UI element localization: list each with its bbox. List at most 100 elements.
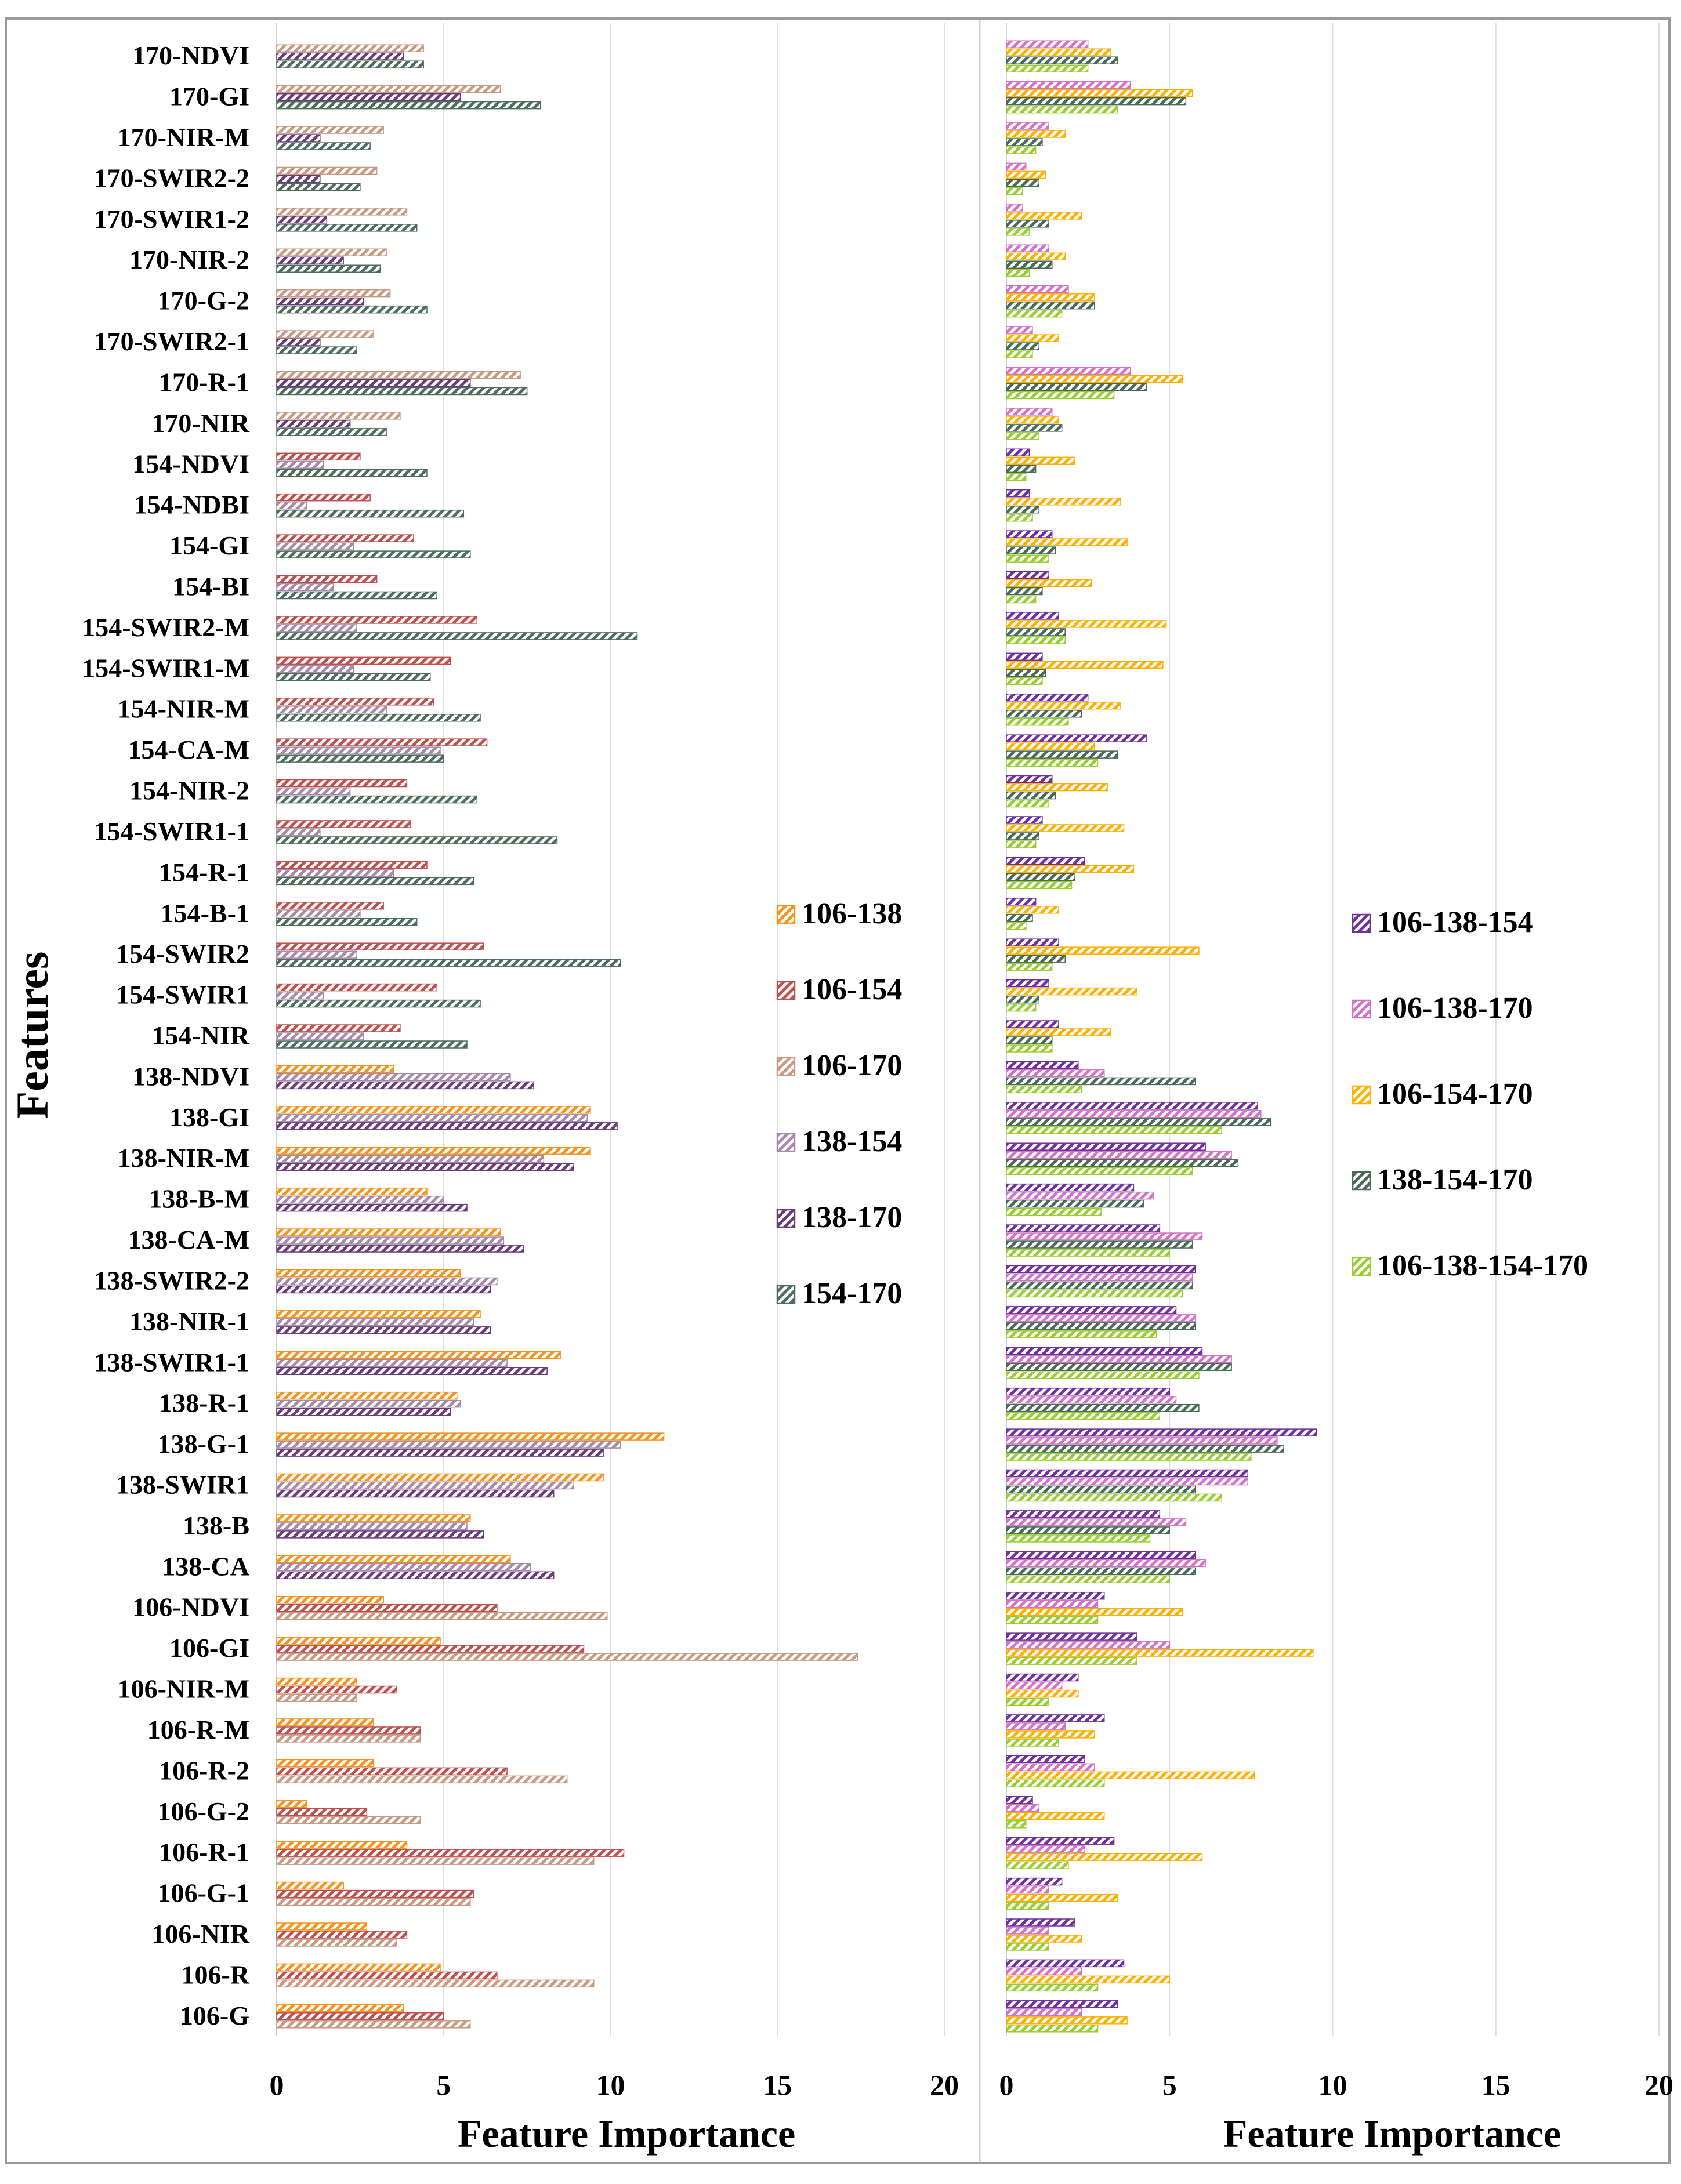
bar-106-138-170-138-ca-m xyxy=(1006,1232,1203,1240)
bar-106-170-170-nir-2 xyxy=(276,248,387,256)
bar-154-170-154-swir1-m xyxy=(276,673,431,681)
bar-138-170-170-gi xyxy=(276,93,461,101)
bar-106-138-154-170-106-r-1 xyxy=(1006,1861,1069,1869)
bar-106-138-170-106-g-1 xyxy=(1006,1885,1049,1894)
bar-106-138-154-170-106-gi xyxy=(1006,1657,1137,1665)
bar-106-138-154-170-106-nir-m xyxy=(1006,1697,1049,1706)
bar-106-138-154-170-138-nir-1 xyxy=(1006,1330,1157,1338)
bar-106-138-154-170-170-g-2 xyxy=(1006,309,1063,318)
category-label: 154-SWIR1-1 xyxy=(94,817,249,846)
legend-swatch xyxy=(776,1209,796,1228)
bar-154-170-154-swir1-1 xyxy=(276,836,558,844)
legend-label: 154-170 xyxy=(802,1277,902,1310)
bar-106-138-154-170-154-swir1-m xyxy=(1006,677,1043,685)
bar-106-170-106-nir-m xyxy=(276,1693,357,1702)
bar-106-170-106-r-1 xyxy=(276,1857,595,1865)
bar-138-154-138-swir1-1 xyxy=(276,1359,508,1367)
bar-106-154-170-154-ndbi xyxy=(1006,497,1121,506)
legend-swatch xyxy=(1352,913,1371,933)
bar-106-138-154-138-ndvi xyxy=(1006,1061,1079,1069)
category-label: 138-GI xyxy=(169,1102,249,1132)
bar-106-170-170-r-1 xyxy=(276,371,521,379)
bar-138-170-170-g-2 xyxy=(276,297,364,306)
bar-138-154-170-138-swir1-1 xyxy=(1006,1363,1232,1372)
bar-106-138-154-154-nir-m xyxy=(1006,693,1089,702)
bar-138-154-170-138-nir-m xyxy=(1006,1159,1239,1167)
bar-106-154-154-gi xyxy=(276,534,414,542)
bar-106-138-154-138-swir1-1 xyxy=(1006,1347,1203,1355)
category-label: 154-NDBI xyxy=(134,490,249,520)
bar-138-170-138-gi xyxy=(276,1122,618,1130)
bar-138-154-170-170-gi xyxy=(1006,97,1187,106)
bar-106-154-170-170-gi xyxy=(1006,89,1193,97)
bar-106-154-106-g xyxy=(276,2012,444,2020)
bar-106-154-170-154-nir-m xyxy=(1006,701,1121,710)
bar-106-138-170-138-b xyxy=(1006,1518,1187,1526)
bar-106-138-154-138-g-1 xyxy=(1006,1428,1317,1436)
bar-106-138-154-154-ndbi xyxy=(1006,489,1030,498)
bar-138-170-138-r-1 xyxy=(276,1407,451,1416)
bar-106-138-154-106-r xyxy=(1006,1959,1125,1968)
category-label: 170-SWIR2-2 xyxy=(94,163,249,193)
legend-label: 106-170 xyxy=(802,1049,902,1082)
bar-106-154-154-ndbi xyxy=(276,493,371,502)
bar-106-154-170-106-g-1 xyxy=(1006,1893,1118,1902)
bar-138-154-170-154-nir xyxy=(1006,1036,1053,1044)
bar-106-138-154-154-gi xyxy=(1006,530,1053,538)
chart-panel-1: 0 5 10 15 20 Feature Importance Features 170-ND… xyxy=(7,23,959,2156)
x-axis-label: Feature Importance xyxy=(458,2112,795,2156)
bar-106-138-170-138-swir2-2 xyxy=(1006,1273,1193,1282)
bar-106-154-154-ca-m xyxy=(276,738,488,746)
bar-138-154-170-138-ndvi xyxy=(1006,1077,1196,1086)
bar-106-138-138-nir-1 xyxy=(276,1310,481,1318)
category-label: 138-G-1 xyxy=(158,1429,249,1459)
bar-106-154-154-nir xyxy=(276,1024,401,1032)
bar-106-170-106-g-1 xyxy=(276,1898,471,1906)
bar-138-154-170-154-bi xyxy=(1006,587,1043,596)
bar-106-154-170-154-b-1 xyxy=(1006,906,1059,914)
bar-106-138-154-170-106-r-m xyxy=(1006,1739,1059,1747)
bar-138-170-170-nir-2 xyxy=(276,256,344,264)
legend-label: 138-154 xyxy=(802,1125,902,1158)
bar-138-170-138-g-1 xyxy=(276,1449,604,1457)
bar-106-138-154-154-nir-2 xyxy=(1006,775,1053,783)
bar-106-154-170-106-r-1 xyxy=(1006,1853,1203,1861)
legend-swatch xyxy=(1352,1085,1371,1105)
bar-154-170-170-swir1-2 xyxy=(276,224,418,232)
bar-106-138-154-170-138-swir1 xyxy=(1006,1493,1222,1502)
bar-106-154-154-swir2 xyxy=(276,942,484,950)
bar-138-154-170-154-nir-m xyxy=(1006,709,1082,718)
bar-106-170-106-gi xyxy=(276,1653,858,1661)
bar-106-138-170-106-g xyxy=(1006,2008,1082,2016)
bar-106-138-138-g-1 xyxy=(276,1432,665,1441)
legend-swatch xyxy=(776,1133,796,1152)
bar-138-170-170-nir xyxy=(276,420,351,428)
legend-swatch xyxy=(1352,1171,1371,1191)
bar-106-154-154-swir1-1 xyxy=(276,820,411,828)
bar-106-138-154-138-swir2-2 xyxy=(1006,1265,1196,1274)
bar-106-138-170-170-nir-m xyxy=(1006,122,1049,130)
bar-106-138-154-170-138-g-1 xyxy=(1006,1453,1252,1461)
bar-106-154-154-bi xyxy=(276,575,378,583)
bar-106-138-170-170-gi xyxy=(1006,81,1131,89)
bar-138-154-170-170-swir2-2 xyxy=(1006,179,1039,187)
legend-label: 106-138-154 xyxy=(1377,906,1533,939)
bar-106-138-154-170-106-g-2 xyxy=(1006,1820,1027,1829)
bar-106-138-170-170-swir1-2 xyxy=(1006,204,1023,212)
bar-138-154-138-b xyxy=(276,1522,468,1530)
bar-106-138-154-138-gi xyxy=(1006,1102,1258,1110)
bar-106-138-154-170-138-swir2-2 xyxy=(1006,1289,1183,1298)
bar-106-170-106-g xyxy=(276,2020,471,2029)
bar-106-138-154-170-170-r-1 xyxy=(1006,391,1115,400)
category-label: 170-SWIR2-1 xyxy=(94,326,249,356)
bar-138-154-154-swir1-m xyxy=(276,665,354,673)
bar-138-170-138-ndvi xyxy=(276,1081,534,1090)
bar-106-138-138-nir-m xyxy=(276,1147,591,1155)
bar-106-138-138-ca xyxy=(276,1555,511,1563)
bar-106-154-106-r-m xyxy=(276,1726,421,1735)
bar-106-138-154-106-g-2 xyxy=(1006,1796,1033,1804)
bar-138-154-138-ca-m xyxy=(276,1236,505,1245)
bar-106-138-170-138-nir-1 xyxy=(1006,1314,1196,1322)
legend-label: 106-138-170 xyxy=(1377,992,1533,1025)
bar-138-154-170-170-nir xyxy=(1006,424,1063,432)
